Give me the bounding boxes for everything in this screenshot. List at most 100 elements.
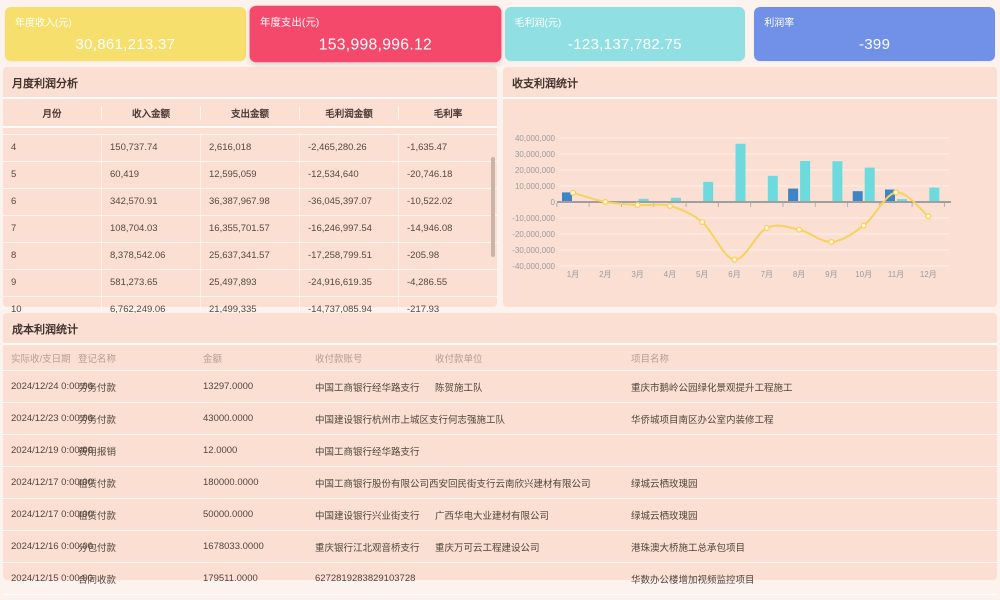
- table-cell: 13297.0000: [203, 381, 254, 392]
- table-row[interactable]: 2024/12/17 0:00:00 租赁付款 50000.0000 中国建设银行兴业…: [3, 499, 997, 531]
- table-cell: 中国工商银行经华路支行: [315, 382, 420, 394]
- kpi-card-gross-profit[interactable]: 毛利润(元) -123,137,782.75: [504, 7, 746, 61]
- table-cell: -20,746.18: [407, 169, 453, 180]
- x-axis-category-label: 6月: [728, 270, 740, 279]
- profit-chart[interactable]: 40,000,000 30,000,000 20,000,000 10,000,000…: [503, 99, 997, 305]
- table-cell: 342,570.91: [102, 189, 201, 215]
- income-bar[interactable]: [852, 191, 863, 202]
- kpi-card-annual-expense[interactable]: 年度支出(元) 153,998,996.12: [249, 5, 501, 63]
- x-axis-category-label: 8月: [793, 270, 805, 279]
- column-header: 登记名称: [78, 353, 117, 365]
- expense-bar[interactable]: [670, 197, 681, 202]
- kpi-label: 毛利润(元): [514, 18, 562, 29]
- expense-bar[interactable]: [800, 160, 811, 202]
- column-header: 收入金额: [102, 105, 201, 120]
- table-cell: -12,534,640: [300, 162, 399, 188]
- expense-bar[interactable]: [864, 167, 875, 202]
- profit-line-marker[interactable]: [634, 201, 641, 209]
- table-cell: 2024/12/17 0:00:00: [11, 477, 93, 488]
- table-row[interactable]: 4 150,737.74 2,616,018 -2,465,280.26 -1,635.…: [3, 135, 497, 162]
- x-axis-category-label: 9月: [825, 270, 837, 279]
- table-cell: 租赁付款: [78, 510, 117, 522]
- kpi-card-annual-income[interactable]: 年度收入(元) 30,861,213.37: [5, 7, 246, 61]
- x-axis-category-label: 3月: [631, 270, 643, 279]
- panel-title: 月度利润分析: [3, 67, 497, 99]
- table-cell: 16,355,701.57: [201, 216, 300, 242]
- table-row[interactable]: 7 108,704.03 16,355,701.57 -16,246,997.54 -1…: [3, 216, 497, 243]
- table-cell: 费用报销: [78, 446, 117, 458]
- table-cell: 2024/12/24 0:00:00: [11, 381, 93, 392]
- table-cell: 4: [3, 135, 102, 161]
- table-cell: 租赁付款: [78, 478, 117, 490]
- profit-line-marker[interactable]: [925, 213, 932, 220]
- table-row[interactable]: 2024/12/24 0:00:00 劳务付款 13297.0000 中国工商银行经华…: [3, 371, 997, 403]
- table-row[interactable]: 9 581,273.65 25,497,893 -24,916,619.35 -4,28…: [3, 270, 497, 297]
- expense-bar[interactable]: [832, 161, 843, 202]
- table-cell: -4,286.55: [407, 277, 448, 288]
- table-cell: 8,378,542.06: [102, 243, 201, 269]
- kpi-value: 153,998,996.12: [318, 36, 432, 54]
- vertical-scrollbar-thumb[interactable]: [491, 157, 495, 257]
- table-row[interactable]: 2024/12/17 0:00:00 租赁付款 180000.0000 中国工商银行股…: [3, 467, 997, 499]
- table-cell: 1678033.0000: [203, 541, 264, 552]
- column-header: 毛利润金额: [300, 105, 399, 120]
- table-cell: 2,616,018: [201, 135, 300, 161]
- profit-line-marker[interactable]: [763, 224, 770, 232]
- profit-line-marker[interactable]: [796, 226, 803, 233]
- kpi-card-profit-rate[interactable]: 利润率 -399: [754, 7, 995, 61]
- x-axis-category-label: 10月: [855, 270, 872, 279]
- table-row[interactable]: 2024/12/15 0:00:00 合同收款 179511.0000 6272819…: [3, 563, 997, 595]
- profit-line-marker[interactable]: [731, 256, 738, 263]
- table-row[interactable]: 2024/12/23 0:00:00 劳务付款 43000.0000 中国建设银行杭州…: [3, 403, 997, 435]
- profit-line-marker[interactable]: [860, 222, 867, 229]
- profit-line-marker[interactable]: [699, 219, 706, 226]
- table-cell: 绿城云栖玫瑰园: [631, 510, 698, 522]
- table-cell: -1,635.47: [407, 142, 448, 153]
- y-axis-tick-label: -10,000,000: [512, 214, 555, 223]
- table-cell: 重庆市鹅岭公园绿化景观提升工程施工: [631, 382, 793, 394]
- x-axis-category-label: 1月: [567, 270, 579, 279]
- table-row[interactable]: 5 60,419 12,595,059 -12,534,640 -20,746.18: [3, 162, 497, 189]
- expense-bar[interactable]: [735, 143, 746, 202]
- expense-bar[interactable]: [929, 187, 940, 202]
- expense-bar[interactable]: [703, 181, 714, 202]
- x-axis-category-label: 7月: [761, 270, 773, 279]
- table-row[interactable]: 8 8,378,542.06 25,637,341.57 -17,258,799.51…: [3, 243, 497, 270]
- table-row[interactable]: 2024/12/16 0:00:00 分包付款 1678033.0000 重庆银行江北…: [3, 531, 997, 563]
- table-cell: 25,497,893: [201, 270, 300, 296]
- kpi-value: -123,137,782.75: [567, 36, 682, 53]
- income-bar[interactable]: [788, 188, 799, 202]
- panel-title: 成本利润统计: [3, 313, 997, 345]
- table-row[interactable]: 2024/12/19 0:00:00 费用报销 12.0000 中国工商银行经华路支行: [3, 435, 997, 467]
- profit-line-marker[interactable]: [666, 202, 673, 209]
- column-header: 支出金额: [201, 105, 300, 120]
- income-bar[interactable]: [562, 192, 572, 202]
- table-cell: -17,258,799.51: [300, 243, 399, 269]
- table-row[interactable]: 6 342,570.91 36,387,967.98 -36,045,397.07 -1…: [3, 189, 497, 216]
- expense-bar[interactable]: [767, 175, 778, 202]
- profit-line-marker[interactable]: [569, 189, 577, 196]
- table-cell: 180000.0000: [203, 477, 259, 488]
- profit-line-marker[interactable]: [892, 189, 900, 196]
- table-cell: 50000.0000: [203, 509, 254, 520]
- table-cell: 12,595,059: [201, 162, 300, 188]
- expense-bar[interactable]: [638, 198, 649, 202]
- table-cell: 36,387,967.98: [201, 189, 300, 215]
- table-cell: 60,419: [102, 162, 201, 188]
- x-axis-category-label: 5月: [696, 270, 708, 279]
- table-cell: 劳务付款: [78, 414, 117, 426]
- profit-line-marker[interactable]: [828, 238, 835, 245]
- expense-bar[interactable]: [897, 199, 907, 202]
- x-axis-category-label: 4月: [664, 270, 676, 279]
- table-cell: 2024/12/23 0:00:00: [11, 413, 93, 424]
- table-cell: 10: [3, 297, 102, 323]
- table-cell: -36,045,397.07: [300, 189, 399, 215]
- table-cell: 绿城云栖玫瑰园: [631, 478, 698, 490]
- profit-line-marker[interactable]: [602, 198, 609, 205]
- monthly-table-header-row: 月份 收入金额 支出金额 毛利润金额 毛利率: [3, 99, 497, 128]
- table-cell: 108,704.03: [102, 216, 201, 242]
- column-header: 收付款单位: [435, 353, 483, 365]
- table-cell: 581,273.65: [102, 270, 201, 296]
- table-cell: 重庆银行江北观音桥支行: [315, 542, 420, 554]
- y-axis-tick-label: 40,000,000: [515, 134, 556, 143]
